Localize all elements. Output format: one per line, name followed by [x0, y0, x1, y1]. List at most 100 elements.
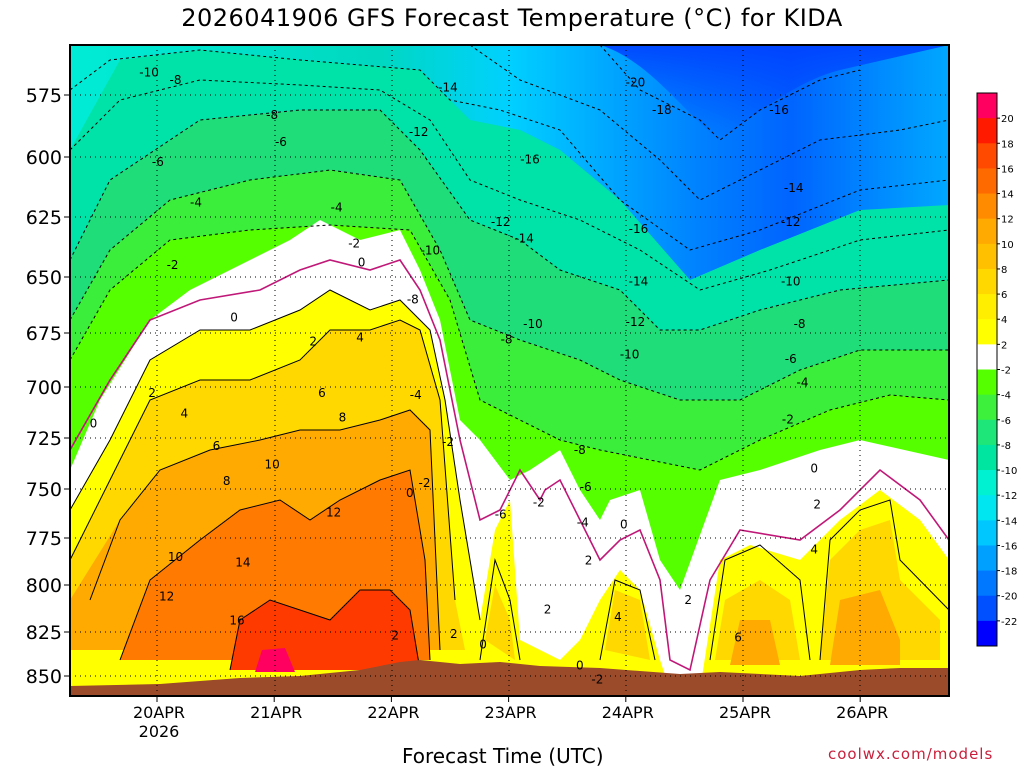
- contour-label: 6: [318, 386, 326, 400]
- y-tick-label: 725: [26, 428, 62, 450]
- contour-label: -12: [626, 315, 646, 329]
- contour-label: 10: [265, 458, 280, 472]
- contour-label: -2: [348, 236, 360, 250]
- plot-frame: [69, 44, 950, 697]
- contour-label: 8: [339, 411, 347, 425]
- colorbar-swatch: [977, 193, 997, 220]
- contour-line: [70, 319, 456, 601]
- contour-label: 8: [223, 474, 231, 488]
- y-tick-label: 600: [26, 147, 62, 169]
- contour-label: 4: [356, 330, 364, 344]
- contour-label: 2: [585, 554, 593, 568]
- contour-label: -6: [495, 507, 507, 521]
- contour-label: -12: [491, 215, 511, 229]
- colorbar-tick-label: -6: [1001, 416, 1011, 427]
- y-tick-label: 625: [26, 207, 62, 229]
- colorbar-tick-label: 18: [1001, 139, 1014, 150]
- y-tick-label: 575: [26, 85, 62, 107]
- colorbar-swatch: [977, 444, 997, 471]
- y-tick-label: 825: [26, 622, 62, 644]
- contour-label: 2: [148, 386, 156, 400]
- contour-label: -2: [782, 413, 794, 427]
- colorbar-swatch: [977, 218, 997, 245]
- contour-line: [89, 409, 441, 651]
- contour-line: [70, 79, 949, 291]
- contour-label: 0: [406, 486, 414, 500]
- contour-label: -16: [520, 152, 540, 166]
- contour-label: -14: [514, 232, 534, 246]
- colorbar-swatch: [977, 470, 997, 496]
- contour-label: -8: [501, 332, 513, 346]
- contour-label: -8: [407, 292, 419, 306]
- colorbar-tick-label: 4: [1001, 315, 1007, 326]
- colorbar-swatch: [977, 394, 997, 421]
- contour-label: -12: [409, 125, 429, 139]
- colorbar-tick-label: -14: [1001, 516, 1017, 527]
- colorbar-tick-label: 8: [1001, 265, 1007, 276]
- colorbar-tick-label: 16: [1001, 164, 1014, 175]
- band-warm-pocket-23apr: [485, 585, 515, 660]
- y-tick-label: 850: [26, 666, 62, 688]
- chart-title: 2026041906 GFS Forecast Temperature (°C)…: [181, 4, 843, 32]
- contour-label: -2: [419, 476, 431, 490]
- y-tick-label: 800: [26, 575, 62, 597]
- contour-line: [70, 49, 949, 251]
- contour-label: 0: [620, 517, 628, 531]
- contour-label: 0: [810, 462, 818, 476]
- contour-label: -10: [620, 348, 640, 362]
- band-warm-core-25apr: [730, 620, 780, 665]
- contour-label: -14: [438, 81, 458, 95]
- y-tick-label: 700: [26, 377, 62, 399]
- contour-label: 4: [810, 542, 818, 556]
- colorbar-tick-label: 20: [1001, 114, 1014, 125]
- contour-line: [599, 45, 861, 141]
- contour-label: 12: [159, 589, 174, 603]
- colorbar-swatch: [977, 344, 997, 370]
- contour-line: [469, 45, 949, 201]
- y-tick-label: 675: [26, 323, 62, 345]
- contour-line: [709, 544, 811, 661]
- negative-contours: [70, 45, 949, 471]
- contour-label: -14: [629, 274, 649, 288]
- gridlines: [70, 45, 949, 696]
- colorbar-swatch: [977, 495, 997, 521]
- terrain: [70, 660, 949, 696]
- contour-label: -4: [331, 200, 343, 214]
- contour-label: -8: [574, 443, 586, 457]
- contour-label: -4: [190, 196, 202, 210]
- contour-label: -16: [629, 222, 649, 236]
- contour-line: [70, 224, 949, 471]
- x-axis-title: Forecast Time (UTC): [402, 744, 604, 768]
- contour-line: [819, 499, 949, 661]
- colorbar-swatch: [977, 168, 997, 195]
- colorbar-tick-label: -20: [1001, 592, 1017, 603]
- x-tick-label: 22APR: [367, 703, 419, 722]
- contour-label: -10: [523, 317, 543, 331]
- colorbar-tick-label: -16: [1001, 541, 1017, 552]
- contour-label: 4: [614, 610, 622, 624]
- colorbar-swatch: [977, 294, 997, 320]
- contour-label: -2: [167, 258, 179, 272]
- contour-label: -2: [591, 673, 603, 687]
- colorbar-tick-label: -22: [1001, 617, 1017, 628]
- colorbar-tick-label: 2: [1001, 340, 1007, 351]
- contour-label: 6: [734, 630, 742, 644]
- contour-label: 2: [813, 498, 821, 512]
- colorbar-tick-label: -12: [1001, 491, 1017, 502]
- contour-line: [70, 289, 481, 621]
- contour-label: -2: [533, 496, 545, 510]
- contour-label: 2: [684, 593, 692, 607]
- contour-label: 2: [450, 627, 458, 641]
- x-year-label: 2026: [139, 722, 180, 741]
- colorbar-tick-label: -4: [1001, 391, 1011, 402]
- contour-label: 2: [544, 602, 552, 616]
- x-tick-label: 25APR: [719, 703, 771, 722]
- contour-label: -6: [785, 352, 797, 366]
- colorbar-swatch: [977, 545, 997, 572]
- x-axis: 20APR 21APR 22APR 23APR 24APR 25APR 26APR 2026: [133, 696, 888, 741]
- contour-label: -14: [784, 181, 804, 195]
- colorbar-swatch: [977, 369, 997, 396]
- colorbar-swatch: [977, 520, 997, 546]
